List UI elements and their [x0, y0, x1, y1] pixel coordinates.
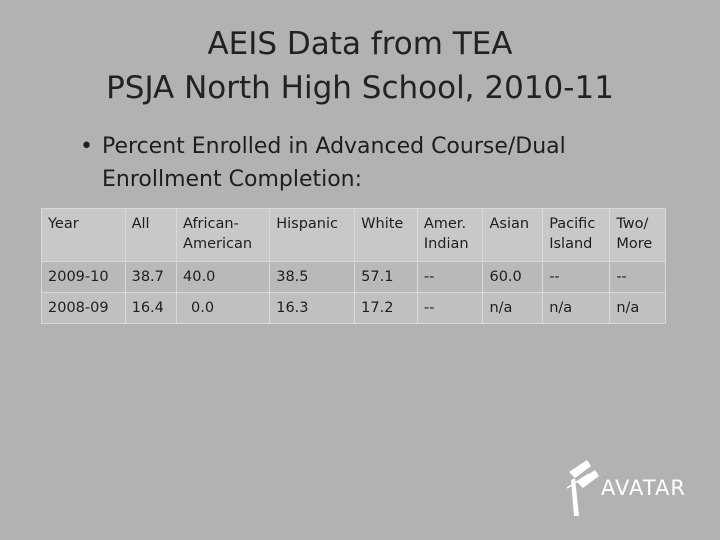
table-row: 2008-09 16.4 0.0 16.3 17.2 -- n/a n/a n/…	[41, 292, 666, 324]
table-cell: --	[609, 261, 666, 293]
header-asian: Asian	[482, 208, 544, 262]
header-pacific-island: Pacific Island	[542, 208, 611, 262]
table-cell: n/a	[542, 292, 611, 324]
bullet-text-line-1: Percent Enrolled in Advanced Course/Dual	[102, 134, 566, 159]
header-all: All	[124, 208, 178, 262]
table-cell: --	[416, 292, 484, 324]
slide-title: AEIS Data from TEA PSJA North High Schoo…	[0, 22, 720, 110]
table-cell: 2008-09	[41, 292, 126, 324]
table-cell: 38.5	[269, 261, 356, 293]
table-cell: 17.2	[354, 292, 418, 324]
table-cell: 38.7	[124, 261, 178, 293]
logo-text: AVATAR	[601, 476, 686, 500]
header-white: White	[354, 208, 418, 262]
bullet-marker: •	[80, 134, 93, 159]
table-cell: --	[542, 261, 611, 293]
title-line-1: AEIS Data from TEA	[207, 26, 513, 62]
table-cell: 2009-10	[41, 261, 126, 293]
header-hispanic: Hispanic	[269, 208, 356, 262]
enrollment-table: Year All African- American Hispanic White…	[41, 208, 666, 324]
table-cell: n/a	[482, 292, 544, 324]
table-header-row: Year All African- American Hispanic White…	[41, 208, 666, 262]
bullet-text-line-2: Enrollment Completion:	[102, 167, 363, 192]
table-cell: 60.0	[482, 261, 544, 293]
avatar-logo: AVATAR	[565, 458, 705, 518]
bullet-point: • Percent Enrolled in Advanced Course/Du…	[80, 130, 680, 196]
table-row: 2009-10 38.7 40.0 38.5 57.1 -- 60.0 -- -…	[41, 261, 666, 293]
avatar-logo-mark-icon	[566, 460, 599, 516]
table-cell: --	[416, 261, 484, 293]
header-two-more: Two/More	[609, 208, 666, 262]
table-cell: 40.0	[176, 261, 271, 293]
header-year: Year	[41, 208, 126, 262]
table-cell: n/a	[609, 292, 666, 324]
table-cell: 16.3	[269, 292, 356, 324]
table-cell: 57.1	[354, 261, 418, 293]
table-cell: 16.4	[124, 292, 178, 324]
title-line-2: PSJA North High School, 2010-11	[106, 70, 614, 106]
header-amer-indian: Amer. Indian	[416, 208, 484, 262]
table-cell: 0.0	[176, 292, 271, 324]
header-african-american: African- American	[176, 208, 271, 262]
